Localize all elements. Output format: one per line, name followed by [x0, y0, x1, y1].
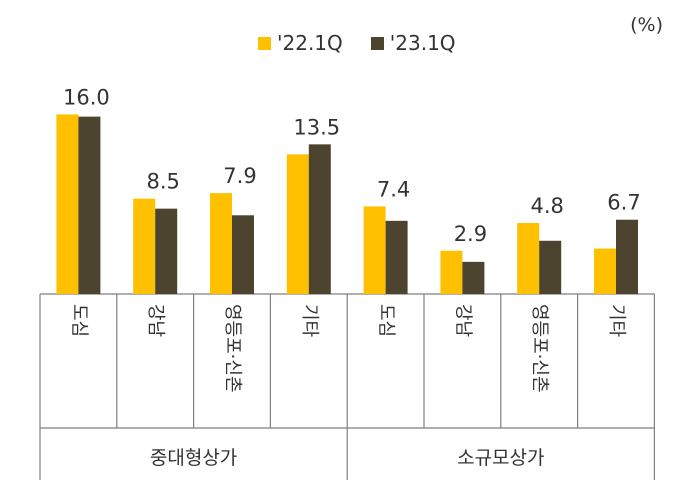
bar-23-1q	[232, 215, 254, 294]
bar-23-1q	[385, 220, 408, 294]
legend-item-23-1q: '23.1Q	[370, 31, 456, 55]
category-tick-label: 강남	[452, 304, 473, 337]
bar-23-1q	[155, 208, 178, 294]
data-label: 7.4	[377, 177, 410, 201]
data-label: 13.5	[293, 115, 340, 139]
bar-22-1q	[517, 223, 540, 294]
data-label: 7.9	[223, 164, 256, 188]
bar-22-1q	[440, 250, 463, 294]
bar-23-1q	[462, 261, 485, 294]
category-tick-label: 도심	[376, 304, 397, 337]
bar-22-1q	[363, 206, 386, 294]
category-tick-label: 기타	[606, 304, 627, 338]
bar-22-1q	[594, 248, 616, 294]
bar-23-1q	[616, 219, 638, 294]
data-label: 8.5	[146, 170, 179, 194]
legend-label-23-1q: '23.1Q	[389, 31, 456, 55]
data-label: 6.7	[607, 191, 640, 215]
group-label: 소규모상가	[457, 447, 544, 469]
data-label: 4.8	[530, 194, 563, 218]
bar-22-1q	[210, 193, 232, 294]
category-tick-label: 영등포·신촌	[222, 304, 243, 393]
bar-22-1q	[56, 114, 79, 294]
category-tick-label: 기타	[299, 304, 320, 338]
category-tick-label: 도심	[68, 304, 89, 337]
data-label: 16.0	[63, 85, 110, 109]
bar-23-1q	[539, 240, 562, 294]
legend-label-22-1q: '22.1Q	[277, 31, 343, 55]
category-tick-label: 영등포·신촌	[529, 304, 550, 393]
legend-swatch-23-1q	[370, 36, 384, 50]
group-label: 중대형상가	[150, 447, 237, 469]
data-label: 2.9	[454, 222, 487, 246]
bar-23-1q	[308, 144, 331, 294]
bar-22-1q	[286, 154, 309, 294]
bar-23-1q	[78, 116, 101, 294]
legend-item-22-1q: '22.1Q	[258, 31, 343, 55]
legend: '22.1Q '23.1Q	[258, 31, 456, 55]
category-tick-label: 강남	[145, 304, 166, 337]
unit-label: (%)	[630, 14, 663, 36]
legend-swatch-22-1q	[258, 36, 271, 50]
bar-22-1q	[133, 198, 156, 294]
